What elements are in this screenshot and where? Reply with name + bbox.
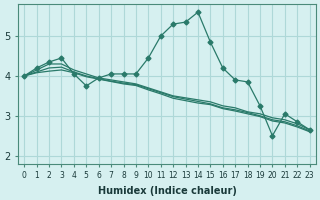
X-axis label: Humidex (Indice chaleur): Humidex (Indice chaleur) xyxy=(98,186,236,196)
